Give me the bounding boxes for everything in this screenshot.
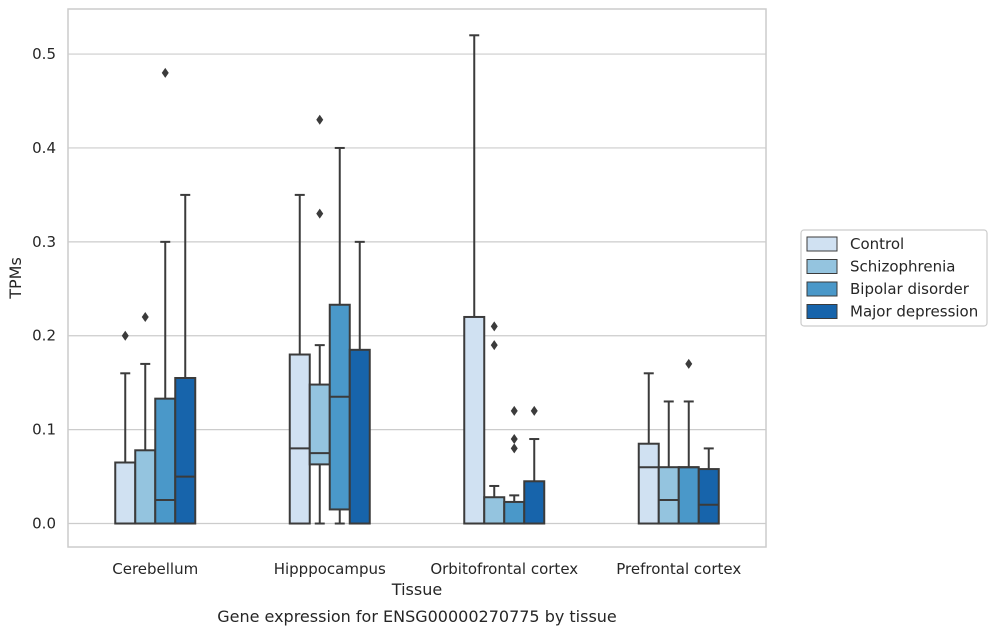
iqr-box [483, 496, 506, 525]
boxes [114, 34, 720, 525]
outlier-point [510, 443, 518, 454]
iqr-box [637, 442, 660, 525]
box-major-depression [348, 240, 371, 525]
box-schizophrenia [657, 400, 680, 525]
y-tick-label: 0.2 [32, 327, 56, 345]
box-bipolar-disorder [328, 146, 351, 525]
legend-label: Schizophrenia [850, 258, 955, 276]
outlier-point [316, 208, 324, 219]
outlier-point [161, 67, 169, 78]
outlier-point [141, 311, 149, 322]
legend-swatch [806, 236, 838, 252]
box-control [637, 372, 660, 525]
x-tick-label: Orbitofrontal cortex [430, 560, 578, 578]
x-tick-labels: Cerebellum Hipppocampus Orbitofrontal cort… [112, 560, 741, 578]
legend-swatch [806, 304, 838, 319]
iqr-box [657, 466, 680, 525]
legend-frame [800, 229, 988, 327]
iqr-box [463, 315, 486, 525]
legend: Control Schizophrenia Bipolar disorder Majo… [800, 229, 988, 327]
plot-frame [67, 8, 767, 548]
box-major-depression [697, 447, 720, 525]
legend-label: Control [850, 235, 904, 253]
outlier-point [490, 340, 498, 351]
iqr-box [174, 376, 197, 525]
box-bipolar-disorder [154, 67, 177, 525]
legend-label: Major depression [850, 303, 978, 321]
outlier-point [530, 405, 538, 416]
outlier-point [316, 114, 324, 125]
legend-label: Bipolar disorder [850, 280, 970, 298]
x-tick-label: Cerebellum [112, 560, 198, 578]
y-tick-label: 0.0 [32, 515, 56, 533]
outlier-point [510, 405, 518, 416]
y-tick-labels: 0.0 0.1 0.2 0.3 0.4 0.5 [32, 45, 56, 532]
outlier-point [685, 358, 693, 369]
iqr-box [523, 480, 546, 525]
x-tick-label: Hipppocampus [274, 560, 386, 578]
chart-caption: Gene expression for ENSG00000270775 by t… [217, 607, 617, 626]
iqr-box [154, 397, 177, 525]
box-control [288, 193, 311, 525]
iqr-box [503, 500, 526, 525]
iqr-box [114, 461, 137, 525]
outlier-point [510, 434, 518, 445]
box-schizophrenia [308, 114, 331, 525]
iqr-box [288, 353, 311, 525]
box-major-depression [523, 405, 546, 525]
y-tick-label: 0.3 [32, 233, 56, 251]
iqr-box [328, 303, 351, 511]
box-bipolar-disorder [503, 405, 526, 525]
iqr-box [697, 468, 720, 525]
x-axis-label: Tissue [391, 580, 442, 599]
iqr-box [677, 466, 700, 525]
y-axis-label: TPMs [6, 257, 25, 300]
y-tick-label: 0.1 [32, 421, 56, 439]
outlier-point [490, 321, 498, 332]
box-control [114, 330, 137, 525]
box-control [463, 34, 486, 525]
y-tick-label: 0.4 [32, 139, 56, 157]
iqr-box [134, 449, 157, 525]
box-schizophrenia [134, 311, 157, 525]
y-tick-label: 0.5 [32, 45, 56, 63]
x-tick-label: Prefrontal cortex [616, 560, 741, 578]
legend-swatch [806, 281, 838, 297]
outlier-point [121, 330, 129, 341]
box-major-depression [174, 193, 197, 525]
box-schizophrenia [483, 321, 506, 525]
legend-swatch [806, 259, 838, 274]
box-bipolar-disorder [677, 358, 700, 525]
iqr-box [348, 348, 371, 525]
